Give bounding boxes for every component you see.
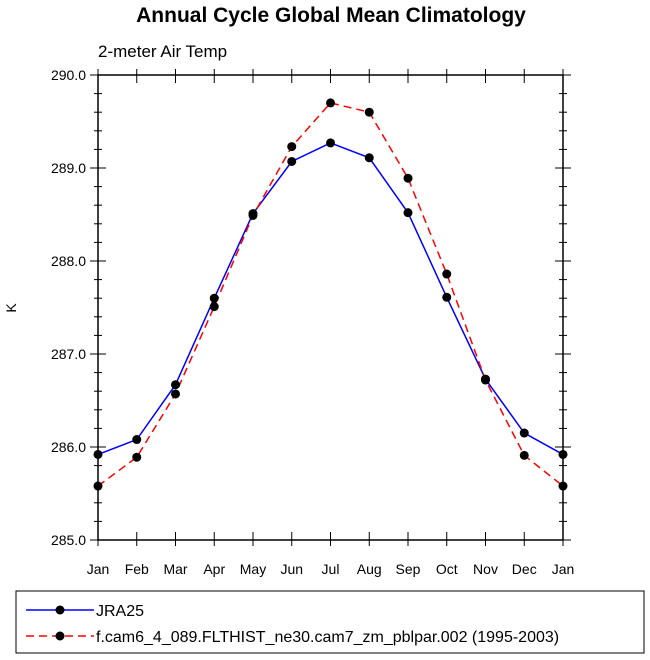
series-1-point bbox=[93, 449, 103, 459]
series-2-point bbox=[248, 210, 258, 220]
series-1-point bbox=[132, 435, 142, 445]
x-tick-label: Nov bbox=[473, 561, 498, 577]
y-tick-label: 285.0 bbox=[51, 532, 86, 548]
series-2-point bbox=[171, 389, 180, 399]
series-1-point bbox=[171, 380, 180, 390]
series-1-point bbox=[558, 449, 568, 459]
series-layer bbox=[93, 98, 568, 491]
legend: JRA25 f.cam6_4_089.FLTHIST_ne30.cam7_zm_p… bbox=[26, 603, 559, 646]
series-2-point bbox=[132, 452, 142, 462]
y-tick-label: 286.0 bbox=[51, 439, 86, 455]
chart-title: Annual Cycle Global Mean Climatology bbox=[136, 4, 526, 27]
axis-ticks: 285.0 286.0 287.0 288.0 289.0 290.0 Jan Feb Mar A… bbox=[51, 67, 574, 577]
series-2-point bbox=[481, 375, 490, 385]
chart-subtitle: 2-meter Air Temp bbox=[98, 42, 227, 61]
y-tick-label: 289.0 bbox=[51, 160, 86, 176]
series-2-point bbox=[519, 450, 529, 460]
series-2-point bbox=[364, 107, 374, 117]
legend-label-1: JRA25 bbox=[96, 603, 144, 620]
series-1-point bbox=[364, 153, 374, 163]
x-tick-label: Mar bbox=[163, 561, 187, 577]
series-2-point bbox=[442, 269, 452, 279]
series-1-point bbox=[403, 208, 413, 218]
series-2-point bbox=[209, 302, 219, 312]
x-tick-label: Jan bbox=[87, 561, 110, 577]
series-1-point bbox=[519, 428, 529, 438]
x-tick-label: Oct bbox=[436, 561, 458, 577]
y-tick-label: 288.0 bbox=[51, 253, 86, 269]
series-1-point bbox=[442, 292, 452, 302]
series-2-point bbox=[287, 142, 297, 152]
x-tick-label: Dec bbox=[512, 561, 537, 577]
x-tick-label: Jul bbox=[322, 561, 340, 577]
series-2-point bbox=[403, 173, 413, 183]
legend-marker-2 bbox=[55, 631, 65, 641]
series-2-point bbox=[558, 481, 568, 491]
x-tick-label: Feb bbox=[125, 561, 149, 577]
x-tick-label: Aug bbox=[357, 561, 382, 577]
series-1-point bbox=[209, 293, 219, 303]
series-1-point bbox=[326, 138, 335, 148]
legend-box bbox=[15, 590, 645, 654]
y-axis-label: K bbox=[3, 303, 19, 313]
series-1-point bbox=[287, 156, 297, 166]
x-tick-label: Sep bbox=[396, 561, 421, 577]
y-tick-label: 287.0 bbox=[51, 346, 86, 362]
x-tick-label: Jan bbox=[552, 561, 575, 577]
series-2-point bbox=[93, 481, 103, 491]
series-line-2 bbox=[97, 102, 564, 487]
x-tick-label: Apr bbox=[203, 561, 225, 577]
legend-label-2: f.cam6_4_089.FLTHIST_ne30.cam7_zm_pblpar… bbox=[96, 629, 559, 646]
legend-marker-1 bbox=[55, 605, 65, 615]
series-2-point bbox=[326, 98, 335, 108]
y-tick-label: 290.0 bbox=[51, 67, 86, 83]
x-tick-label: May bbox=[240, 561, 266, 577]
x-tick-label: Jun bbox=[280, 561, 303, 577]
